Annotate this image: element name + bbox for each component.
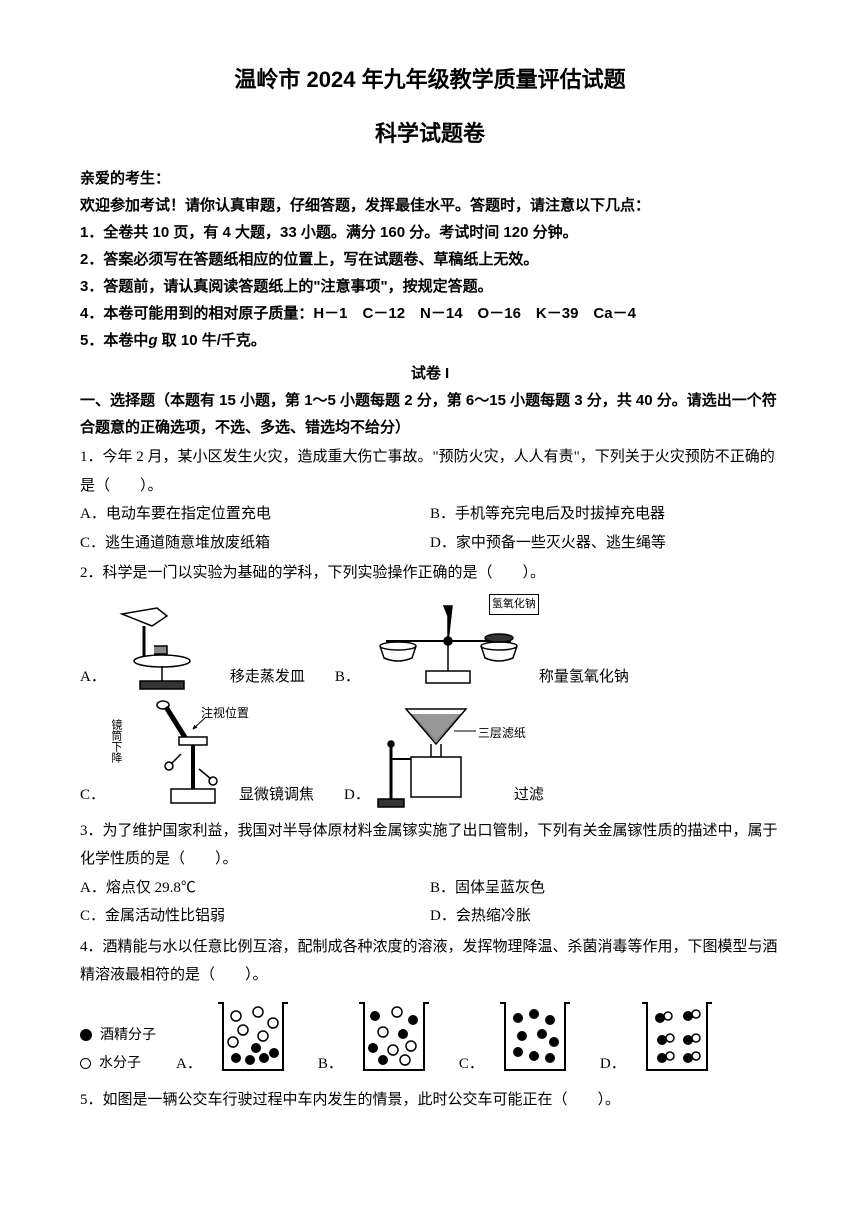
q1-options: A．电动车要在指定位置充电 B．手机等充完电后及时拔掉充电器 C．逃生通道随意堆…	[80, 500, 780, 557]
title-main: 温岭市 2024 年九年级教学质量评估试题	[80, 60, 780, 100]
section-heading: 一、选择题（本题有 15 小题，第 1～5 小题每题 2 分，第 6～15 小题…	[80, 387, 780, 441]
question-1: 1．今年 2 月，某小区发生火灾，造成重大伤亡事故。"预防火灾，人人有责"，下列…	[80, 443, 780, 500]
question-3: 3．为了维护国家利益，我国对半导体原材料金属镓实施了出口管制，下列有关金属镓性质…	[80, 817, 780, 874]
title-sub: 科学试题卷	[80, 114, 780, 154]
q2-option-c: C． 注视位置 镜筒下降 显微镜调焦	[80, 699, 314, 809]
instruction-1: 1．全卷共 10 页，有 4 大题，33 小题。满分 160 分。考试时间 12…	[80, 219, 780, 246]
q1-option-d: D．家中预备一些灭火器、逃生绳等	[430, 529, 780, 558]
q2-c-label: C．	[80, 782, 105, 809]
q4-row: 酒精分子 水分子 A． B．	[80, 998, 780, 1078]
dot-hollow-icon	[80, 1058, 91, 1069]
q3-option-d: D．会热缩冷胀	[430, 902, 780, 931]
q3-option-a: A．熔点仅 29.8℃	[80, 874, 430, 903]
instruction-2: 2．答案必须写在答题纸相应的位置上，写在试题卷、草稿纸上无效。	[80, 246, 780, 273]
q2-d-caption: 过滤	[514, 782, 544, 809]
q4-c-label: C．	[459, 1051, 484, 1078]
instruction-4: 4．本卷可能用到的相对原子质量：H－1 C－12 N－14 O－16 K－39 …	[80, 300, 780, 327]
q1-option-c: C．逃生通道随意堆放废纸箱	[80, 529, 430, 558]
q2-c-note: 注视位置	[201, 703, 249, 725]
q4-beaker-a	[208, 998, 298, 1078]
question-2: 2．科学是一门以实验为基础的学科，下列实验操作正确的是（ ）。	[80, 559, 780, 588]
question-5: 5．如图是一辆公交车行驶过程中车内发生的情景，此时公交车可能正在（ ）。	[80, 1086, 780, 1115]
q2-b-caption: 称量氢氧化钠	[539, 664, 629, 691]
q2-row2: C． 注视位置 镜筒下降 显微镜调焦	[80, 699, 780, 809]
q3-option-c: C．金属活动性比铝弱	[80, 902, 430, 931]
q2-b-balance-label: 氢氧化钠	[489, 594, 539, 616]
q3-option-b: B．固体呈蓝灰色	[430, 874, 780, 903]
q3-options: A．熔点仅 29.8℃ B．固体呈蓝灰色 C．金属活动性比铝弱 D．会热缩冷胀	[80, 874, 780, 931]
q2-c-image: 注视位置 镜筒下降	[111, 699, 231, 809]
legend-filled-label: 酒精分子	[100, 1028, 156, 1043]
q2-option-b: B． 氢氧化钠 称量氢氧化钠	[335, 596, 629, 691]
dot-filled-icon	[80, 1029, 92, 1041]
q4-d-label: D．	[600, 1051, 626, 1078]
q2-b-image: 氢氧化钠	[366, 596, 531, 691]
instruction-5-g: g	[148, 332, 157, 349]
q4-a-label: A．	[176, 1051, 202, 1078]
legend-hollow: 水分子	[80, 1050, 156, 1078]
instruction-5-prefix: 5．本卷中	[80, 332, 148, 349]
q2-option-a: A． 移走蒸发皿	[80, 596, 305, 691]
q2-a-caption: 移走蒸发皿	[230, 664, 305, 691]
instruction-3: 3．答题前，请认真阅读答题纸上的"注意事项"，按规定答题。	[80, 273, 780, 300]
q2-d-label: D．	[344, 782, 370, 809]
q1-option-a: A．电动车要在指定位置充电	[80, 500, 430, 529]
section-label: 试卷 I	[80, 360, 780, 387]
q2-a-image	[112, 596, 222, 691]
instruction-5-suffix: 取 10 牛/千克。	[158, 332, 266, 349]
q2-a-label: A．	[80, 664, 106, 691]
greeting: 亲爱的考生：	[80, 165, 780, 192]
instruction-5: 5．本卷中g 取 10 牛/千克。	[80, 327, 780, 354]
q2-d-image: 三层滤纸	[376, 699, 506, 809]
legend-hollow-label: 水分子	[99, 1056, 141, 1071]
q2-d-filter-label: 三层滤纸	[478, 723, 526, 745]
intro-text: 欢迎参加考试！请你认真审题，仔细答题，发挥最佳水平。答题时，请注意以下几点：	[80, 192, 780, 219]
q4-beaker-d	[632, 998, 722, 1078]
q2-b-label: B．	[335, 664, 360, 691]
q4-legend: 酒精分子 水分子	[80, 1022, 156, 1078]
q2-row1: A． 移走蒸发皿 B．	[80, 596, 780, 691]
q2-c-arrow-label: 镜筒下降	[105, 719, 125, 763]
q1-option-b: B．手机等充完电后及时拔掉充电器	[430, 500, 780, 529]
q2-c-caption: 显微镜调焦	[239, 782, 314, 809]
question-4: 4．酒精能与水以任意比例互溶，配制成各种浓度的溶液，发挥物理降温、杀菌消毒等作用…	[80, 933, 780, 990]
q4-b-label: B．	[318, 1051, 343, 1078]
q4-beaker-c	[490, 998, 580, 1078]
legend-filled: 酒精分子	[80, 1022, 156, 1050]
q4-beaker-b	[349, 998, 439, 1078]
q2-option-d: D． 三层滤纸 过滤	[344, 699, 544, 809]
